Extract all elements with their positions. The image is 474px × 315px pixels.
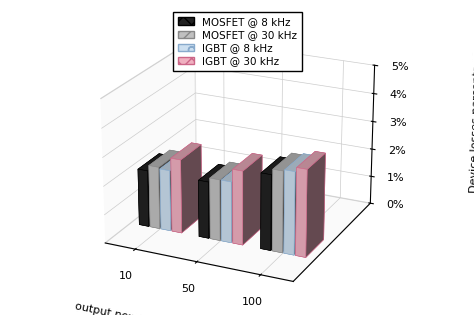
X-axis label: output power (percentage of 2 kW): output power (percentage of 2 kW) bbox=[73, 301, 268, 315]
Legend: MOSFET @ 8 kHz, MOSFET @ 30 kHz, IGBT @ 8 kHz, IGBT @ 30 kHz: MOSFET @ 8 kHz, MOSFET @ 30 kHz, IGBT @ … bbox=[173, 12, 302, 71]
